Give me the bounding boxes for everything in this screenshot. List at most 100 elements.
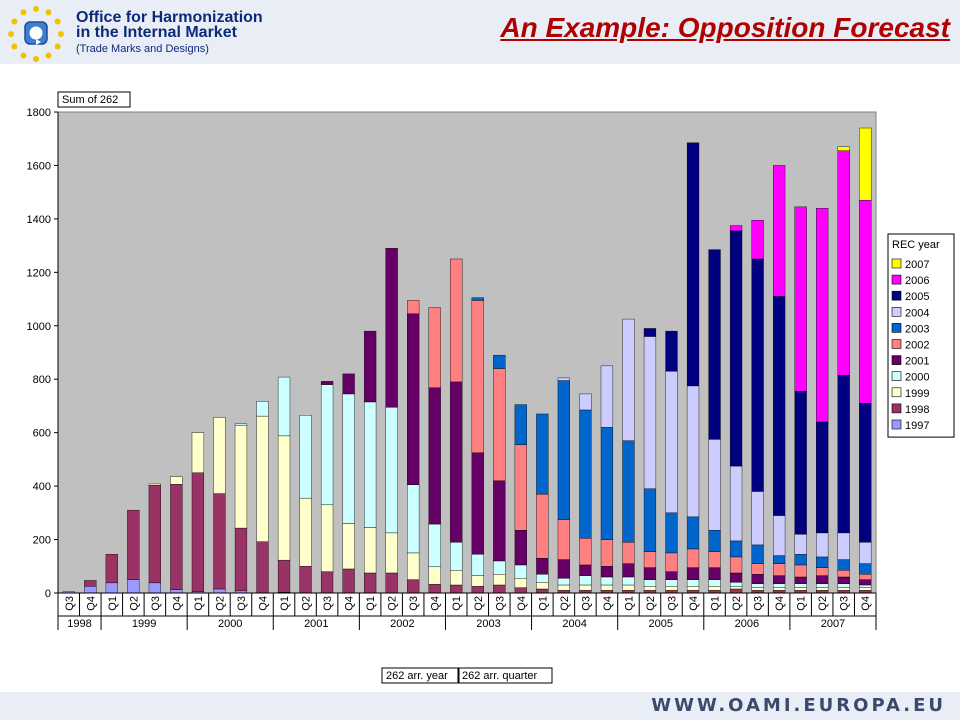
bar-segment-2005 — [751, 258, 764, 492]
x-year-label: 2004 — [562, 618, 586, 630]
bar-segment-2005 — [837, 375, 850, 534]
bar-segment-1998 — [299, 566, 312, 594]
bar-segment-2002 — [514, 444, 527, 531]
legend-entry: 1997 — [905, 420, 929, 432]
x-quarter-label: Q1 — [796, 596, 808, 611]
x-quarter-label: Q1 — [710, 596, 722, 611]
bar-segment-2001 — [320, 381, 334, 385]
x-quarter-label: Q3 — [236, 596, 248, 611]
bar-segment-1998 — [364, 572, 377, 594]
bar-segment-1999 — [342, 523, 355, 570]
bar-segment-2000 — [536, 574, 549, 583]
bar-segment-2004 — [773, 515, 786, 556]
bar-segment-1999 — [493, 574, 506, 586]
bar-segment-1998 — [320, 571, 334, 594]
legend-swatch-2007 — [891, 258, 902, 269]
bar-segment-1999 — [536, 582, 549, 590]
bar-segment-2002 — [859, 574, 872, 580]
bar-segment-2006 — [816, 207, 829, 423]
bar-segment-2002 — [428, 307, 441, 388]
bar-segment-2001 — [579, 564, 592, 576]
bar-segment-1999 — [450, 570, 463, 586]
bar-segment-2004 — [729, 465, 743, 542]
logo-star-icon — [11, 43, 18, 50]
bar-segment-2006 — [794, 206, 807, 392]
org-name-line2: in the Internal Market — [76, 24, 237, 41]
bar-segment-2002 — [407, 300, 420, 314]
legend-swatch-2002 — [891, 339, 902, 349]
bar-segment-2002 — [708, 551, 721, 568]
legend-swatch-1998 — [891, 403, 902, 414]
bar-segment-1999 — [600, 584, 614, 591]
bar-segment-1999 — [407, 552, 420, 580]
bar-segment-2002 — [471, 300, 484, 453]
bar-segment-1999 — [428, 566, 441, 585]
bar-segment-2001 — [708, 567, 721, 580]
bar-segment-2003 — [708, 530, 721, 552]
bar-segment-2006 — [751, 220, 764, 260]
bar-segment-2001 — [536, 558, 549, 575]
bar-segment-2000 — [579, 575, 592, 586]
bar-segment-1998 — [450, 584, 463, 594]
bar-segment-2003 — [773, 555, 786, 564]
logo-star-icon — [20, 9, 27, 16]
bar-segment-2000 — [816, 583, 829, 588]
bar-segment-1999 — [643, 586, 657, 591]
bar-segment-2004 — [600, 365, 614, 428]
bar-segment-2002 — [729, 556, 743, 574]
bar-segment-2003 — [794, 554, 807, 566]
x-quarter-label: Q3 — [322, 596, 334, 611]
x-quarter-label: Q3 — [64, 596, 76, 611]
bar-segment-1999 — [170, 476, 183, 485]
bar-segment-1997 — [213, 588, 226, 594]
bar-segment-2000 — [299, 415, 312, 499]
bar-segment-1999 — [148, 483, 161, 486]
bar-segment-2000 — [729, 582, 743, 587]
bar-segment-2002 — [665, 552, 678, 572]
bar-segment-1998 — [342, 568, 355, 594]
bar-segment-1998 — [213, 493, 226, 590]
logo-star-icon — [45, 52, 52, 59]
bar-segment-2001 — [342, 373, 355, 395]
bar-segment-1998 — [170, 484, 183, 590]
y-tick-label: 1200 — [27, 267, 51, 279]
bar-segment-1997 — [84, 586, 97, 594]
bar-segment-1998 — [536, 588, 549, 594]
bar-segment-2001 — [450, 381, 463, 543]
bar-segment-1999 — [385, 532, 398, 574]
org-name-line3: (Trade Marks and Designs) — [76, 43, 209, 55]
x-quarter-label: Q2 — [559, 596, 571, 611]
logo-star-icon — [11, 18, 18, 25]
bar-segment-1999 — [773, 587, 786, 591]
bar-segment-2005 — [643, 328, 657, 337]
legend-entry: 2000 — [905, 372, 929, 384]
bar-segment-2006 — [729, 225, 743, 232]
bar-segment-1998 — [191, 472, 205, 592]
bar-segment-1998 — [428, 583, 441, 594]
x-quarter-label: Q4 — [602, 596, 614, 611]
bar-segment-2005 — [816, 421, 829, 534]
bar-segment-1998 — [148, 485, 161, 584]
logo-star-icon — [20, 52, 27, 59]
bar-segment-1999 — [320, 504, 334, 572]
x-quarter-label: Q2 — [817, 596, 829, 611]
x-quarter-label: Q2 — [645, 596, 657, 611]
y-tick-label: 200 — [33, 535, 51, 547]
bar-segment-2001 — [773, 575, 786, 584]
bar-segment-2007 — [859, 127, 872, 201]
bar-segment-2005 — [665, 330, 678, 372]
bar-segment-2003 — [600, 427, 614, 540]
x-quarter-label: Q2 — [301, 596, 313, 611]
x-quarter-label: Q3 — [667, 596, 679, 611]
bar-segment-1999 — [665, 586, 678, 591]
bar-segment-1999 — [579, 584, 592, 591]
legend-swatch-2003 — [891, 323, 902, 333]
bar-segment-2000 — [859, 584, 872, 588]
bar-segment-1999 — [514, 578, 527, 588]
x-quarter-label: Q3 — [839, 596, 851, 611]
arr-year-button — [381, 667, 459, 684]
bar-segment-2004 — [557, 377, 570, 381]
x-quarter-label: Q4 — [860, 596, 872, 611]
y-tick-label: 1800 — [27, 107, 51, 119]
legend-entry: 2006 — [905, 275, 929, 287]
